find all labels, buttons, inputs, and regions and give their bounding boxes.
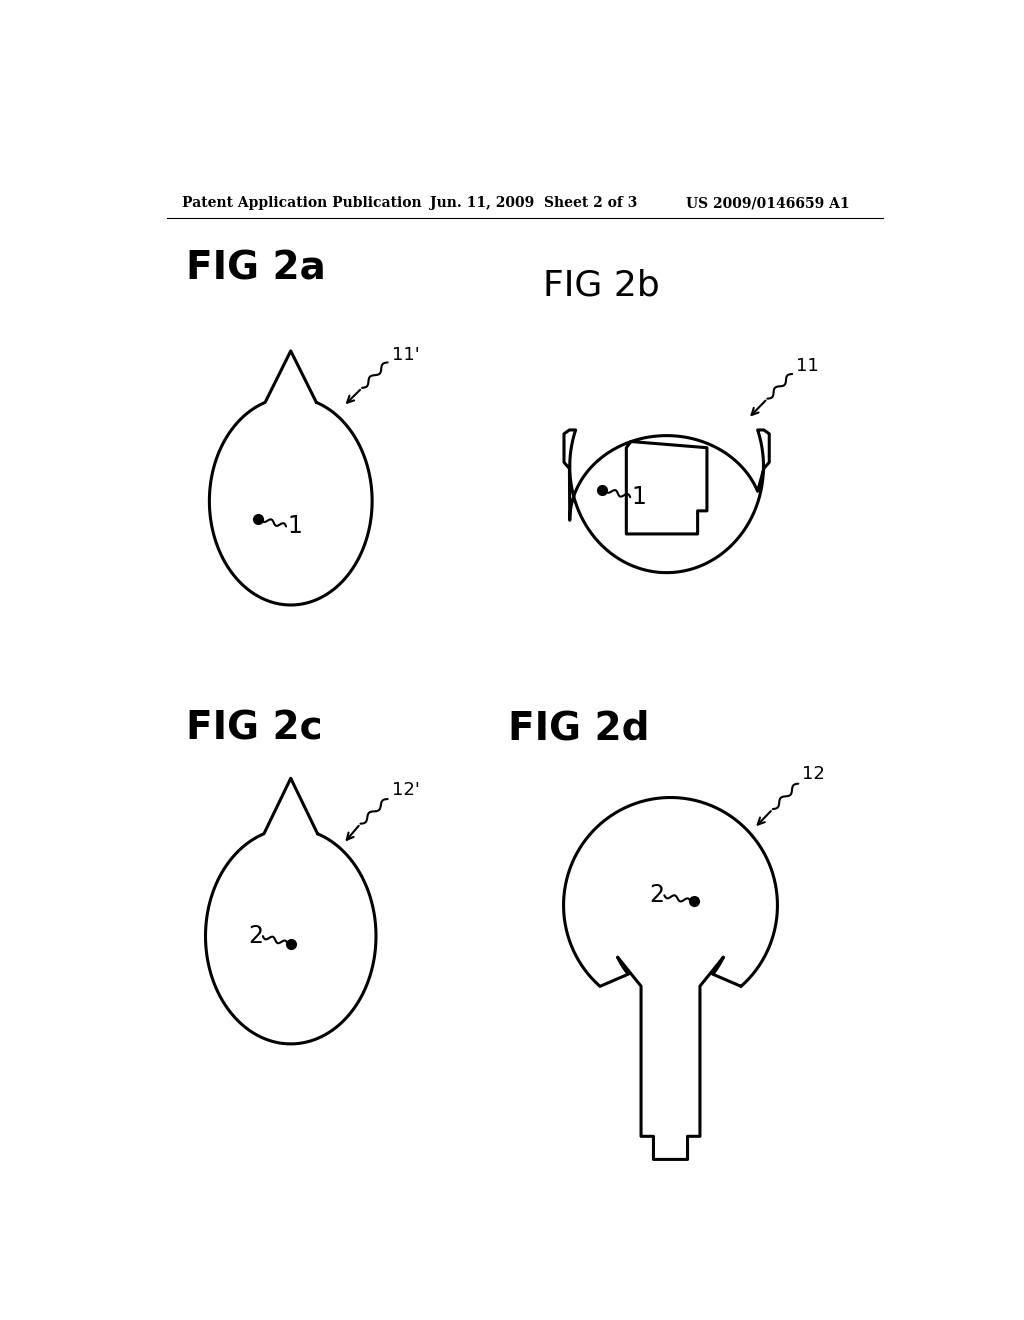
Text: Jun. 11, 2009  Sheet 2 of 3: Jun. 11, 2009 Sheet 2 of 3 bbox=[430, 197, 638, 210]
Polygon shape bbox=[564, 430, 769, 573]
Text: 12': 12' bbox=[391, 781, 420, 799]
Polygon shape bbox=[206, 779, 376, 1044]
Text: 2: 2 bbox=[649, 883, 664, 907]
Text: 1: 1 bbox=[288, 515, 302, 539]
Text: 1: 1 bbox=[632, 486, 646, 510]
Polygon shape bbox=[209, 351, 372, 605]
Text: 2: 2 bbox=[248, 924, 263, 948]
Text: FIG 2d: FIG 2d bbox=[508, 709, 649, 747]
Text: Patent Application Publication: Patent Application Publication bbox=[182, 197, 422, 210]
Text: 12: 12 bbox=[802, 766, 825, 783]
Text: 11': 11' bbox=[391, 346, 419, 364]
Polygon shape bbox=[563, 797, 777, 1159]
Text: FIG 2c: FIG 2c bbox=[186, 709, 323, 747]
Text: 11: 11 bbox=[796, 358, 819, 375]
Text: FIG 2b: FIG 2b bbox=[543, 268, 659, 302]
Text: US 2009/0146659 A1: US 2009/0146659 A1 bbox=[686, 197, 850, 210]
Text: FIG 2a: FIG 2a bbox=[186, 249, 326, 288]
